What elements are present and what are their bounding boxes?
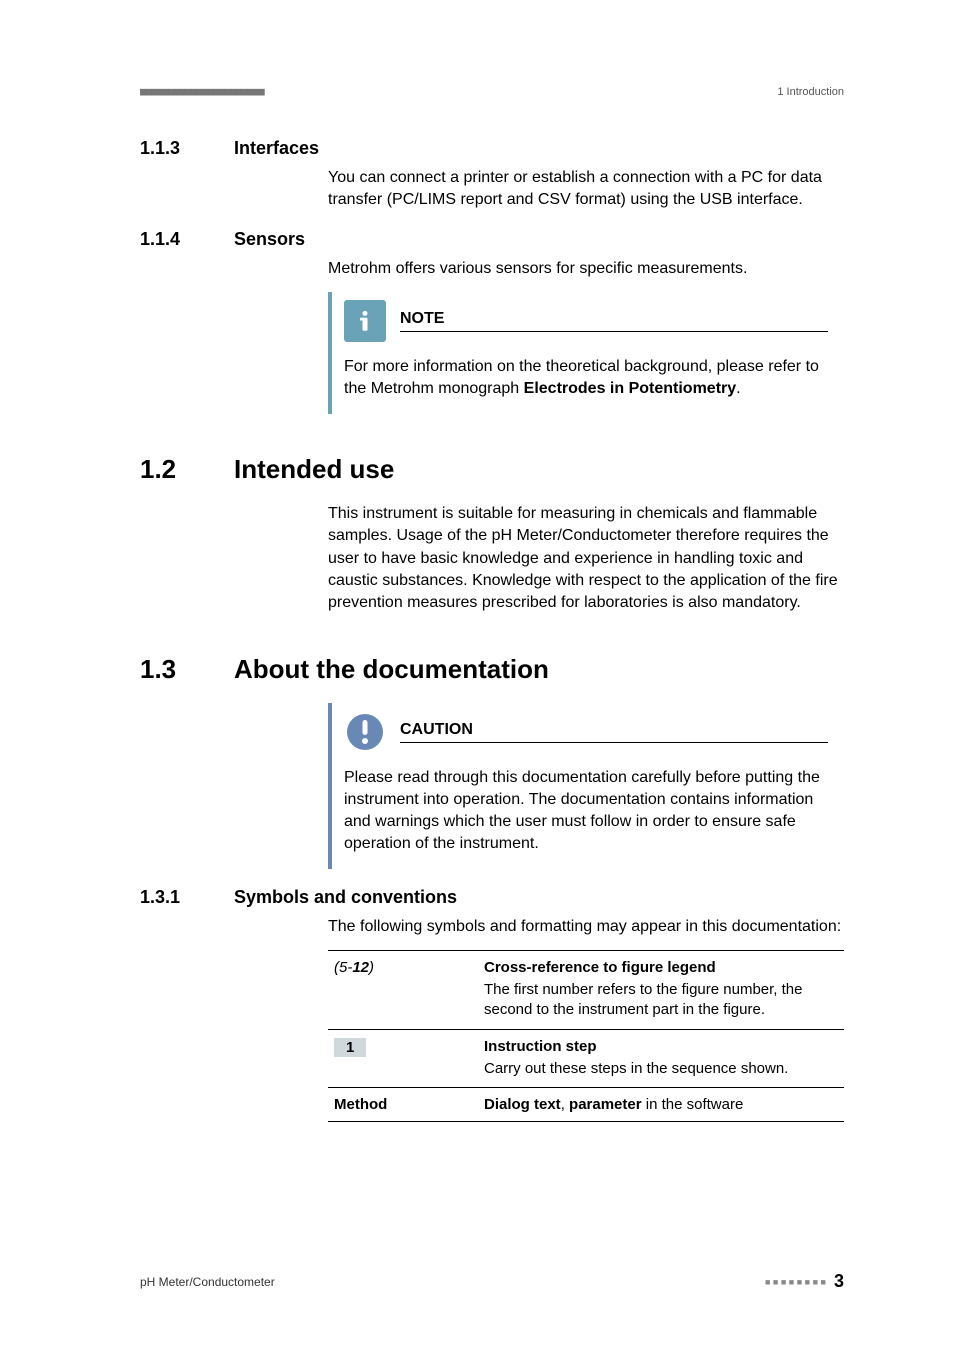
description-cell: Instruction step Carry out these steps i… (478, 1030, 844, 1087)
footer-right: ■ ■ ■ ■ ■ ■ ■ ■ 3 (765, 1271, 844, 1292)
heading-title: Sensors (234, 229, 305, 250)
table-row: 1 Instruction step Carry out these steps… (328, 1030, 844, 1088)
callout-title: NOTE (400, 310, 828, 332)
paragraph: This instrument is suitable for measurin… (328, 503, 844, 613)
document-page: ■■■■■■■■■■■■■■■■■■■■■■ 1 Introduction 1.… (0, 0, 954, 1172)
heading-number: 1.3.1 (140, 887, 234, 908)
heading-1-2: 1.2 Intended use (140, 454, 844, 485)
dialog-text-label: Dialog text (484, 1096, 561, 1113)
symbols-table: (5-12) Cross-reference to figure legend … (328, 950, 844, 1122)
heading-1-1-3: 1.1.3 Interfaces (140, 138, 844, 159)
note-callout: NOTE For more information on the theoret… (328, 292, 844, 414)
paragraph: The following symbols and formatting may… (328, 916, 844, 938)
symbol-cell: 1 (328, 1030, 478, 1087)
caution-icon (344, 711, 386, 753)
description-cell: Dialog text, parameter in the software (478, 1088, 844, 1121)
callout-header: NOTE (332, 292, 828, 356)
table-row: Method Dialog text, parameter in the sof… (328, 1088, 844, 1122)
description-cell: Cross-reference to figure legend The fir… (478, 951, 844, 1029)
page-header: ■■■■■■■■■■■■■■■■■■■■■■ 1 Introduction (140, 85, 844, 98)
heading-post: in the software (642, 1096, 744, 1113)
page-footer: pH Meter/Conductometer ■ ■ ■ ■ ■ ■ ■ ■ 3 (140, 1271, 844, 1292)
paragraph: Metrohm offers various sensors for speci… (328, 258, 844, 280)
symbol-description: Carry out these steps in the sequence sh… (484, 1059, 838, 1079)
header-chapter: 1 Introduction (777, 86, 844, 98)
callout-body: Please read through this documentation c… (332, 767, 828, 855)
heading-title: Interfaces (234, 138, 319, 159)
heading-number: 1.3 (140, 654, 234, 685)
crossref-bold: 12 (352, 959, 369, 976)
footer-ticks: ■ ■ ■ ■ ■ ■ ■ ■ (765, 1277, 826, 1287)
callout-body: For more information on the theoretical … (332, 356, 828, 400)
header-ticks: ■■■■■■■■■■■■■■■■■■■■■■ (140, 85, 264, 98)
symbol-heading: Instruction step (484, 1038, 838, 1055)
symbol-heading: Dialog text, parameter in the software (484, 1096, 838, 1113)
page-number: 3 (834, 1271, 844, 1292)
caution-callout: CAUTION Please read through this documen… (328, 703, 844, 869)
note-text-bold: Electrodes in Potentiometry (524, 380, 737, 397)
heading-number: 1.2 (140, 454, 234, 485)
symbol-heading: Cross-reference to figure legend (484, 959, 838, 976)
callout-title: CAUTION (400, 721, 828, 743)
symbol-description: The first number refers to the figure nu… (484, 980, 838, 1021)
symbol-cell: Method (328, 1088, 478, 1121)
heading-1-1-4: 1.1.4 Sensors (140, 229, 844, 250)
table-row: (5-12) Cross-reference to figure legend … (328, 951, 844, 1030)
footer-product: pH Meter/Conductometer (140, 1275, 275, 1289)
heading-1-3-1: 1.3.1 Symbols and conventions (140, 887, 844, 908)
step-badge: 1 (334, 1038, 366, 1057)
info-icon (344, 300, 386, 342)
heading-number: 1.1.4 (140, 229, 234, 250)
heading-title: About the documentation (234, 654, 549, 685)
heading-title: Intended use (234, 454, 394, 485)
note-text-post: . (736, 380, 740, 397)
callout-header: CAUTION (332, 703, 828, 767)
paragraph: You can connect a printer or establish a… (328, 167, 844, 211)
heading-1-3: 1.3 About the documentation (140, 654, 844, 685)
symbol-cell: (5-12) (328, 951, 478, 1029)
separator: , (561, 1096, 569, 1113)
heading-title: Symbols and conventions (234, 887, 457, 908)
crossref-post: ) (369, 959, 374, 976)
parameter-label: parameter (569, 1096, 642, 1113)
crossref-pre: (5- (334, 959, 352, 976)
heading-number: 1.1.3 (140, 138, 234, 159)
